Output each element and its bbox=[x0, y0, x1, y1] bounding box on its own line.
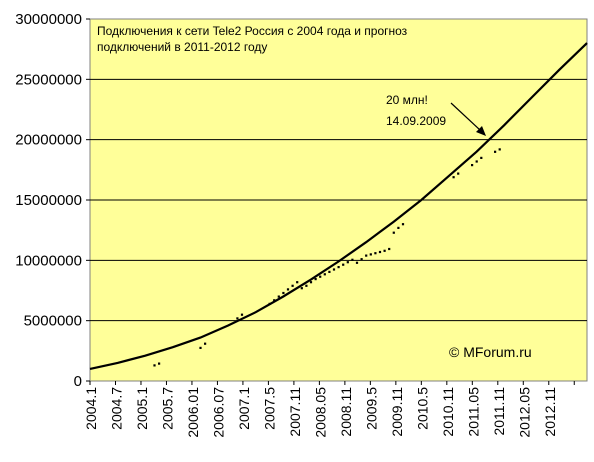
data-point bbox=[337, 266, 340, 269]
data-point bbox=[319, 275, 322, 278]
data-point bbox=[314, 278, 317, 281]
chart-title-line-2: подключений в 2011-2012 году bbox=[97, 40, 267, 54]
x-tick-label: 2009.5 bbox=[363, 387, 379, 430]
x-tick-label: 2007.5 bbox=[261, 387, 277, 430]
data-point bbox=[332, 268, 336, 271]
data-point bbox=[323, 273, 326, 276]
series-line-trend bbox=[89, 42, 588, 370]
data-point bbox=[282, 291, 285, 295]
data-point bbox=[204, 342, 207, 345]
data-point bbox=[268, 302, 271, 305]
data-point bbox=[378, 250, 382, 254]
x-tick-label: 2007.11 bbox=[287, 387, 303, 437]
x-tick-label: 2004.1 bbox=[83, 387, 99, 430]
data-point bbox=[392, 231, 395, 234]
data-point bbox=[452, 176, 455, 179]
data-point bbox=[277, 295, 280, 298]
data-point bbox=[355, 261, 359, 264]
x-tick-label: 2004.7 bbox=[108, 387, 124, 430]
data-point bbox=[305, 284, 308, 287]
x-tick-label: 2012.05 bbox=[516, 387, 532, 438]
data-point bbox=[328, 270, 331, 273]
y-axis: 0 5000000 10000000 15000000 20000000 25000000… bbox=[15, 11, 90, 390]
data-point bbox=[471, 164, 474, 167]
x-tick-label: 2011.11 bbox=[491, 387, 507, 436]
data-point bbox=[296, 281, 299, 284]
data-point bbox=[401, 223, 405, 226]
chart-title-line-1: Подключения к сети Tele2 Россия с 2004 г… bbox=[97, 24, 408, 38]
data-point bbox=[286, 288, 290, 291]
x-axis: 2004.1 2004.7 2005.1 2005.7 2006.01 2006.07 20… bbox=[83, 381, 575, 438]
x-tick-label: 2010.11 bbox=[440, 387, 456, 437]
x-tick-label: 2010.5 bbox=[414, 387, 430, 430]
data-point bbox=[480, 156, 483, 159]
data-point bbox=[397, 226, 400, 229]
data-point bbox=[360, 258, 363, 261]
data-point bbox=[365, 254, 368, 257]
y-tick-label: 15000000 bbox=[15, 192, 82, 209]
y-tick-label: 30000000 bbox=[15, 11, 82, 28]
y-tick-label: 10000000 bbox=[15, 252, 82, 269]
series-actual bbox=[153, 148, 501, 367]
x-tick-label: 2011.05 bbox=[465, 387, 481, 437]
data-point bbox=[158, 362, 161, 365]
data-point bbox=[498, 148, 501, 151]
data-point bbox=[475, 160, 478, 163]
data-point bbox=[346, 261, 349, 264]
data-point bbox=[494, 150, 497, 153]
copyright-watermark: © MForum.ru bbox=[449, 344, 532, 360]
x-tick-label: 2012.11 bbox=[542, 387, 558, 437]
x-tick-label: 2007.1 bbox=[236, 387, 252, 430]
data-point bbox=[273, 299, 276, 302]
data-point bbox=[388, 247, 391, 251]
data-point bbox=[240, 313, 244, 316]
x-tick-label: 2008.05 bbox=[312, 387, 328, 438]
annotation-20m-line-1: 20 млн! bbox=[386, 93, 428, 107]
x-tick-label: 2008.11 bbox=[338, 387, 354, 437]
data-point bbox=[199, 346, 202, 349]
data-point bbox=[369, 253, 372, 256]
y-tick-label: 0 bbox=[74, 373, 82, 390]
annotation-20m-line-2: 14.09.2009 bbox=[386, 114, 446, 128]
data-point bbox=[342, 263, 345, 266]
x-tick-label: 2006.07 bbox=[210, 387, 226, 438]
data-point bbox=[309, 281, 313, 284]
data-point bbox=[374, 252, 377, 255]
y-tick-label: 5000000 bbox=[24, 313, 82, 330]
annotation-arrow bbox=[450, 102, 481, 131]
x-tick-label: 2006.01 bbox=[185, 387, 201, 438]
data-point bbox=[300, 287, 303, 290]
data-point bbox=[351, 258, 354, 261]
y-tick-label: 20000000 bbox=[15, 132, 82, 149]
x-tick-label: 2005.7 bbox=[159, 387, 175, 430]
data-point bbox=[153, 364, 156, 367]
x-tick-label: 2009.11 bbox=[389, 387, 405, 437]
data-point bbox=[457, 172, 460, 175]
data-point bbox=[236, 317, 239, 320]
data-point bbox=[383, 249, 386, 252]
y-tick-label: 25000000 bbox=[15, 71, 82, 88]
data-point bbox=[291, 284, 294, 287]
annotation-arrow-head bbox=[476, 126, 486, 136]
x-tick-label: 2005.1 bbox=[134, 387, 150, 430]
